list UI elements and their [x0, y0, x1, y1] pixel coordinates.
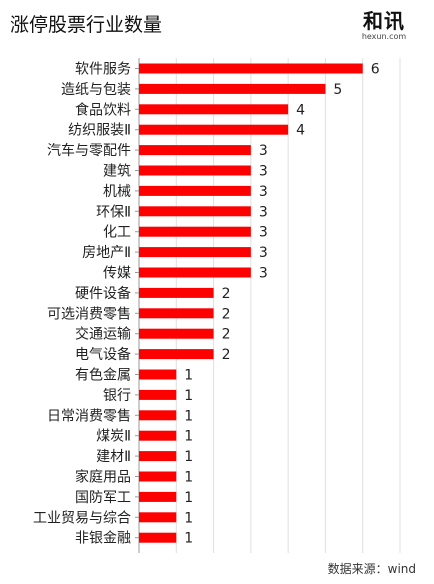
value-label: 1	[184, 510, 193, 526]
bar	[139, 512, 177, 523]
category-label: 汽车与零配件	[47, 142, 131, 159]
bar	[139, 104, 289, 115]
bar	[139, 267, 251, 278]
bar	[139, 63, 363, 74]
chart-title: 涨停股票行业数量	[10, 14, 163, 36]
value-label: 1	[184, 388, 193, 404]
value-label: 3	[259, 225, 268, 241]
category-label: 日常消费零售	[47, 408, 131, 424]
bar	[139, 430, 177, 441]
category-label: 建材Ⅱ	[96, 449, 131, 465]
category-label: 食品饮料	[75, 101, 131, 118]
category-label: 化工	[103, 225, 131, 241]
value-label: 1	[184, 408, 193, 424]
category-label: 国防军工	[75, 490, 131, 506]
value-label: 5	[333, 82, 342, 98]
category-label: 家庭用品	[75, 469, 131, 486]
category-label: 煤炭Ⅱ	[96, 429, 131, 445]
bar	[139, 369, 177, 380]
category-label: 软件服务	[75, 62, 131, 78]
category-label: 房地产Ⅱ	[82, 245, 131, 261]
category-label: 造纸与包装	[61, 82, 131, 98]
bar	[139, 124, 289, 135]
category-label: 有色金属	[75, 367, 131, 384]
logo-text: 和讯	[363, 9, 405, 33]
category-label: 非银金融	[75, 531, 131, 547]
bar	[139, 308, 214, 319]
value-label: 2	[222, 347, 231, 363]
bar	[139, 226, 251, 237]
category-label: 纺织服装Ⅱ	[68, 123, 131, 139]
value-label: 2	[222, 306, 231, 322]
bar	[139, 389, 177, 400]
category-label: 环保Ⅱ	[96, 204, 131, 220]
bar	[139, 328, 214, 339]
bar	[139, 145, 251, 156]
value-label: 2	[222, 286, 231, 302]
value-label: 2	[222, 327, 231, 343]
bar	[139, 83, 326, 94]
value-label: 1	[184, 449, 193, 465]
bar	[139, 451, 177, 462]
value-label: 1	[184, 531, 193, 547]
bar	[139, 185, 251, 196]
category-label: 工业贸易与综合	[33, 510, 131, 526]
category-label: 交通运输	[75, 326, 131, 343]
bar	[139, 532, 177, 543]
data-source: 数据来源：wind	[327, 562, 416, 576]
category-label: 硬件设备	[75, 285, 131, 302]
value-label: 3	[259, 164, 268, 180]
category-label: 可选消费零售	[47, 306, 131, 322]
value-label: 3	[259, 204, 268, 220]
bar	[139, 247, 251, 258]
value-label: 4	[296, 123, 305, 139]
value-label: 3	[259, 143, 268, 159]
value-label: 1	[184, 490, 193, 506]
bar	[139, 349, 214, 360]
value-label: 4	[296, 102, 305, 118]
bar	[139, 410, 177, 421]
value-label: 6	[371, 62, 380, 78]
value-label: 1	[184, 470, 193, 486]
logo-url: hexun.com	[361, 32, 407, 41]
bar	[139, 471, 177, 482]
bar	[139, 491, 177, 502]
bar	[139, 206, 251, 217]
category-label: 电气设备	[75, 346, 131, 363]
value-label: 3	[259, 184, 268, 200]
value-label: 3	[259, 245, 268, 261]
value-label: 3	[259, 266, 268, 282]
category-label: 银行	[103, 388, 131, 404]
bar	[139, 165, 251, 176]
category-label: 建筑	[103, 164, 131, 180]
value-label: 1	[184, 368, 193, 384]
hexun-logo: 和讯 hexun.com	[344, 10, 424, 42]
value-label: 1	[184, 429, 193, 445]
category-label: 传媒	[103, 266, 131, 282]
bar	[139, 287, 214, 298]
category-label: 机械	[103, 184, 131, 200]
